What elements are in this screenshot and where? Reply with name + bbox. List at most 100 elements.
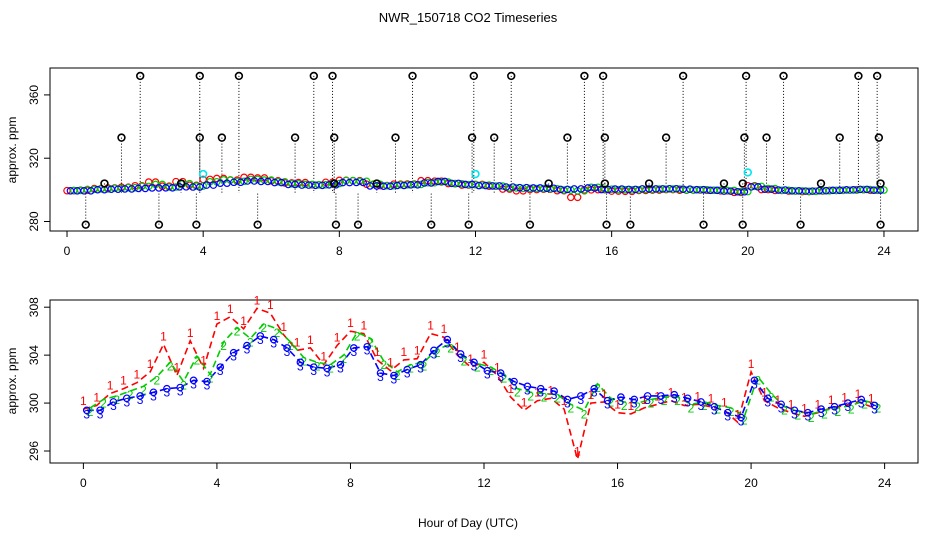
bottom-series-2-marker: 2	[621, 399, 628, 413]
bottom-series-3-marker: 3	[818, 406, 825, 420]
bottom-series-3-marker: 3	[711, 404, 718, 418]
bottom-series-3-marker: 3	[551, 388, 558, 402]
bottom-series-2-marker: 2	[567, 401, 574, 415]
top-outlier-point	[195, 133, 204, 142]
top-series-3-point	[441, 177, 449, 186]
bottom-series-3-circle	[737, 413, 745, 422]
bottom-series-1-marker: 1	[721, 395, 728, 409]
bottom-x-tick-label: 0	[80, 476, 87, 490]
bottom-series-2-marker: 2	[661, 394, 668, 408]
bottom-series-3-circle	[96, 406, 104, 415]
bottom-series-2-marker: 2	[554, 392, 561, 406]
top-series-2-point	[240, 177, 248, 186]
bottom-series-3-marker: 3	[164, 386, 171, 400]
bottom-series-3-marker: 3	[804, 410, 811, 424]
top-series-3-point	[359, 178, 367, 187]
bottom-series-3-circle	[496, 369, 505, 377]
bottom-series-3-circle	[670, 390, 679, 399]
bottom-series-1-marker: 1	[401, 345, 408, 359]
bottom-series-1-marker: 1	[294, 335, 301, 349]
top-x-tick-label: 24	[877, 244, 891, 258]
bottom-series-3-marker: 3	[457, 351, 464, 365]
bottom-series-3-circle	[243, 341, 251, 350]
bottom-series-3-circle	[309, 363, 318, 371]
bottom-series-3-circle	[269, 335, 278, 344]
bottom-series-3-marker: 3	[257, 333, 264, 347]
bottom-series-3-marker: 3	[431, 347, 438, 361]
bottom-series-2-marker: 2	[821, 407, 828, 421]
bottom-series-1-marker: 1	[133, 368, 140, 382]
top-outlier-point	[154, 220, 164, 229]
bottom-series-3-marker: 3	[618, 394, 625, 408]
top-x-tick-label: 20	[741, 244, 755, 258]
bottom-x-tick-label: 24	[878, 476, 892, 490]
bottom-series-3-marker: 3	[123, 395, 130, 409]
bottom-series-3-marker: 3	[230, 350, 237, 364]
bottom-series-2-marker: 2	[474, 361, 481, 375]
bottom-series-2-marker: 2	[100, 396, 107, 410]
top-outlier-point	[136, 71, 145, 81]
bottom-series-2-marker: 2	[381, 358, 388, 372]
bottom-series-3-circle	[777, 400, 785, 409]
bottom-series-3-circle	[790, 406, 799, 415]
bottom-series-1-marker: 1	[614, 398, 621, 412]
top-outlier-point	[195, 71, 204, 81]
bottom-series-1-marker: 1	[240, 314, 247, 328]
x-axis-label: Hour of Day (UTC)	[418, 516, 518, 530]
bottom-series-3-circle	[336, 360, 345, 369]
top-series-2-point	[553, 184, 561, 193]
top-outlier-point	[740, 133, 749, 142]
bottom-series-3-marker: 3	[684, 395, 691, 409]
bottom-series-2-marker: 2	[741, 413, 748, 427]
bottom-series-2-marker: 2	[781, 404, 788, 418]
top-plot-frame	[49, 67, 919, 232]
top-outlier-point	[738, 179, 747, 188]
bottom-series-1-marker: 1	[360, 319, 367, 333]
bottom-series-1-marker: 1	[534, 386, 541, 400]
bottom-y-tick-label: 304	[27, 345, 41, 365]
bottom-series-3-circle	[256, 332, 265, 340]
bottom-series-3-marker: 3	[110, 399, 117, 413]
bottom-series-1-marker: 1	[147, 357, 154, 371]
bottom-series-2-marker: 2	[527, 389, 534, 403]
bottom-series-3-circle	[229, 348, 238, 357]
top-cyan-point	[743, 168, 753, 177]
top-outlier-point	[525, 220, 535, 229]
bottom-series-3-marker: 3	[444, 337, 451, 351]
bottom-series-2-marker: 2	[220, 339, 227, 353]
bottom-series-3-circle	[349, 344, 358, 352]
bottom-series-2-marker: 2	[274, 326, 281, 340]
bottom-series-3-circle	[510, 377, 518, 386]
bottom-series-2-marker: 2	[260, 321, 267, 335]
bottom-series-1-marker: 1	[601, 387, 608, 401]
bottom-series-2-marker: 2	[714, 402, 721, 416]
top-series-3-point	[740, 187, 749, 196]
top-outlier-point	[874, 133, 884, 142]
bottom-series-3-marker: 3	[484, 368, 491, 382]
bottom-series-1-marker: 1	[587, 388, 594, 402]
bottom-series-3-marker: 3	[204, 379, 211, 393]
bottom-series-1-marker: 1	[320, 350, 327, 364]
bottom-series-3-marker: 3	[297, 359, 304, 373]
top-series-3-point	[754, 183, 762, 191]
top-series-2-point	[335, 179, 344, 188]
bottom-series-2-marker: 2	[421, 359, 428, 373]
bottom-series-3-circle	[550, 387, 558, 395]
bottom-series-3-circle	[189, 376, 198, 385]
top-outlier-point	[467, 133, 477, 142]
bottom-series-3-marker: 3	[738, 414, 745, 428]
bottom-series-3-marker: 3	[270, 337, 277, 351]
bottom-series-3-marker: 3	[524, 383, 531, 397]
top-outlier-point	[100, 179, 109, 188]
top-series-2-point	[199, 182, 207, 190]
top-outlier-point	[719, 179, 729, 188]
bottom-series-3-circle	[697, 398, 705, 406]
bottom-series-3-circle	[750, 376, 759, 385]
top-outlier-point	[391, 133, 400, 142]
bottom-series-1-marker: 1	[227, 302, 234, 316]
bottom-series-2-marker: 2	[794, 408, 801, 422]
top-outlier-point	[408, 71, 417, 81]
top-outlier-point	[602, 220, 611, 229]
top-y-tick-label: 360	[27, 85, 41, 105]
top-outlier-point	[661, 133, 671, 142]
